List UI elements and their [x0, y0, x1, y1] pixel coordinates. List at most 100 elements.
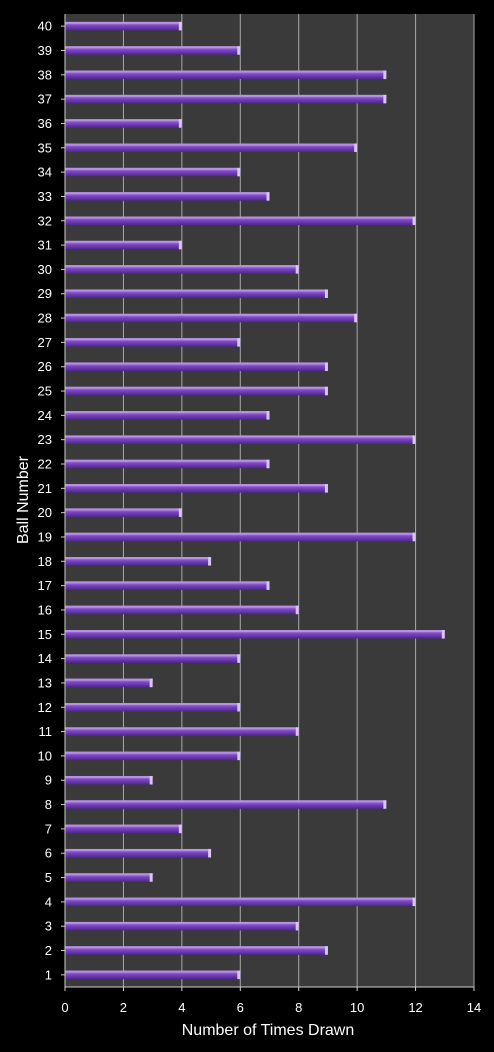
bar-end-cap [208, 557, 212, 566]
bar-highlight [65, 605, 299, 608]
bar-ball-14 [65, 654, 241, 663]
bar-highlight [65, 824, 182, 827]
bar-end-cap [178, 119, 182, 128]
bar [65, 678, 153, 688]
bar-highlight [65, 775, 153, 778]
bar-ball-36 [65, 119, 182, 128]
bar [65, 216, 416, 226]
y-tick-label: 13 [38, 675, 52, 690]
bar-end-cap [149, 775, 153, 785]
x-tick-labels: 0 2 4 6 8 10 12 14 [61, 987, 481, 1015]
y-tick-label: 18 [38, 554, 52, 569]
bar-end-cap [178, 240, 182, 250]
bar-ball-15 [65, 630, 445, 639]
plot-area [65, 14, 474, 987]
bar [65, 654, 241, 663]
bar-highlight [65, 946, 328, 949]
bar-ball-18 [65, 557, 212, 566]
bar-highlight [65, 897, 416, 900]
bar-highlight [65, 508, 182, 511]
bar-highlight [65, 192, 270, 195]
y-tick-label: 34 [38, 165, 52, 180]
bar-ball-33 [65, 192, 270, 201]
bar-ball-6 [65, 848, 212, 858]
bar-ball-39 [65, 46, 241, 55]
y-tick-label: 36 [38, 116, 52, 131]
bar-end-cap [324, 484, 328, 493]
bar-highlight [65, 532, 416, 535]
bar-end-cap [149, 678, 153, 688]
bar-end-cap [412, 897, 416, 907]
y-tick-label: 30 [38, 262, 52, 277]
y-tick-label: 6 [45, 846, 52, 861]
bar-highlight [65, 921, 299, 924]
bar-ball-19 [65, 532, 416, 542]
y-tick-label: 17 [38, 578, 52, 593]
bar [65, 411, 270, 420]
bar [65, 119, 182, 128]
x-tick-label: 2 [120, 1000, 127, 1015]
bar-ball-7 [65, 824, 182, 834]
y-tick-label: 12 [38, 700, 52, 715]
y-tick-label: 19 [38, 529, 52, 544]
bar-ball-35 [65, 143, 358, 153]
bar [65, 21, 182, 31]
y-tick-label: 3 [45, 919, 52, 934]
y-tick-label: 5 [45, 870, 52, 885]
bar [65, 800, 387, 809]
bar [65, 508, 182, 517]
bar-highlight [65, 751, 241, 754]
bar-end-cap [354, 313, 358, 323]
bar-end-cap [295, 265, 299, 274]
bar-end-cap [412, 216, 416, 226]
y-tick-label: 37 [38, 92, 52, 107]
bar-ball-26 [65, 362, 328, 371]
bar [65, 557, 212, 566]
x-axis-title: Number of Times Drawn [182, 1022, 355, 1039]
y-tick-label: 23 [38, 432, 52, 447]
bar [65, 192, 270, 201]
bar-ball-3 [65, 921, 299, 931]
bar-end-cap [208, 848, 212, 858]
bar-end-cap [324, 289, 328, 298]
bar-ball-2 [65, 946, 328, 955]
bar-highlight [65, 654, 241, 657]
bar-end-cap [237, 46, 241, 55]
bar-ball-28 [65, 313, 358, 323]
bar-ball-23 [65, 435, 416, 444]
bar-end-cap [383, 800, 387, 809]
bar-ball-29 [65, 289, 328, 298]
bar-ball-30 [65, 265, 299, 274]
bar-highlight [65, 727, 299, 730]
x-tick-label: 12 [408, 1000, 422, 1015]
y-tick-label: 14 [38, 651, 52, 666]
y-tick-label: 11 [39, 724, 53, 739]
bar-highlight [65, 94, 387, 97]
bar-highlight [65, 313, 358, 316]
bar-ball-13 [65, 678, 153, 688]
bar-highlight [65, 703, 241, 706]
bar-highlight [65, 386, 328, 389]
bar-ball-16 [65, 605, 299, 615]
bar-end-cap [266, 581, 270, 590]
bar-highlight [65, 848, 212, 851]
x-tick-label: 0 [61, 1000, 68, 1015]
bar-end-cap [178, 21, 182, 31]
y-tick-label: 25 [38, 384, 52, 399]
bar-end-cap [237, 167, 241, 177]
bar-ball-4 [65, 897, 416, 907]
bar-end-cap [354, 143, 358, 153]
bar-ball-10 [65, 751, 241, 761]
bar-highlight [65, 557, 212, 560]
bar-highlight [65, 70, 387, 73]
bar [65, 240, 182, 250]
bar-ball-12 [65, 703, 241, 712]
y-axis-title: Ball Number [15, 455, 32, 544]
bar-highlight [65, 216, 416, 219]
bar [65, 46, 241, 55]
bar-ball-37 [65, 94, 387, 104]
bar-end-cap [441, 630, 445, 639]
bar-highlight [65, 289, 328, 292]
bar [65, 824, 182, 834]
